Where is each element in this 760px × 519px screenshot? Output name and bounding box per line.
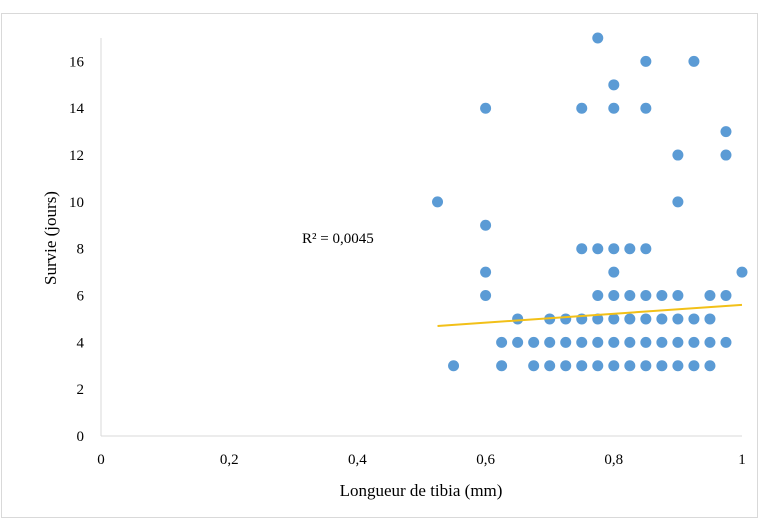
data-point	[544, 336, 556, 348]
data-point	[480, 266, 492, 278]
data-point	[576, 243, 588, 255]
x-axis-title: Longueur de tibia (mm)	[340, 481, 503, 500]
data-point	[672, 290, 684, 302]
data-point	[592, 360, 604, 372]
data-point	[704, 336, 716, 348]
data-points	[432, 32, 748, 372]
data-point	[592, 32, 604, 44]
data-point	[640, 290, 652, 302]
data-point	[656, 360, 668, 372]
data-point	[480, 102, 492, 114]
data-point	[688, 55, 700, 67]
data-point	[528, 336, 540, 348]
data-point	[624, 336, 636, 348]
y-tick-label: 12	[69, 148, 84, 164]
data-point	[672, 196, 684, 208]
data-point	[608, 102, 620, 114]
y-tick-label: 6	[77, 289, 85, 305]
data-point	[672, 149, 684, 161]
data-point	[576, 102, 588, 114]
data-point	[608, 266, 620, 278]
x-tick-label: 0,8	[604, 452, 623, 468]
data-point	[656, 336, 668, 348]
data-point	[496, 336, 508, 348]
data-point	[640, 102, 652, 114]
x-tick-label: 0,6	[476, 452, 495, 468]
data-point	[640, 360, 652, 372]
y-tick-label: 8	[77, 242, 85, 258]
data-point	[640, 336, 652, 348]
y-tick-label: 14	[69, 101, 85, 117]
y-axis-title: Survie (jours)	[41, 191, 60, 285]
data-point	[624, 243, 636, 255]
chart-area	[1, 13, 758, 518]
data-point	[704, 313, 716, 325]
data-point	[432, 196, 444, 208]
data-point	[720, 126, 732, 138]
y-tick-label: 0	[77, 429, 85, 445]
data-point	[480, 290, 492, 302]
data-point	[576, 336, 588, 348]
y-tick-label: 16	[69, 54, 85, 70]
data-point	[608, 243, 620, 255]
data-point	[656, 313, 668, 325]
data-point	[608, 290, 620, 302]
y-tick-label: 2	[77, 382, 85, 398]
data-point	[640, 313, 652, 325]
data-point	[592, 313, 604, 325]
x-tick-label: 1	[738, 452, 746, 468]
data-point	[592, 290, 604, 302]
data-point	[512, 336, 524, 348]
data-point	[640, 55, 652, 67]
data-point	[480, 219, 492, 231]
data-point	[672, 360, 684, 372]
data-point	[448, 360, 460, 372]
x-tick-labels: 0 0,2 0,4 0,6 0,8 1	[97, 452, 746, 468]
y-tick-label: 10	[69, 195, 84, 211]
data-point	[608, 79, 620, 91]
data-point	[576, 360, 588, 372]
data-point	[608, 360, 620, 372]
data-point	[736, 266, 748, 278]
data-point	[608, 336, 620, 348]
data-point	[544, 360, 556, 372]
data-point	[512, 313, 524, 325]
data-point	[688, 336, 700, 348]
data-point	[672, 313, 684, 325]
x-tick-label: 0	[97, 452, 105, 468]
data-point	[592, 243, 604, 255]
data-point	[560, 360, 572, 372]
y-tick-labels: 0 2 4 6 8 10 12 14 16	[69, 54, 85, 445]
data-point	[560, 313, 572, 325]
data-point	[704, 290, 716, 302]
data-point	[720, 149, 732, 161]
data-point	[720, 336, 732, 348]
x-tick-label: 0,4	[348, 452, 367, 468]
data-point	[624, 290, 636, 302]
data-point	[624, 360, 636, 372]
data-point	[640, 243, 652, 255]
data-point	[592, 336, 604, 348]
r-squared-label: R² = 0,0045	[302, 231, 374, 247]
data-point	[608, 313, 620, 325]
data-point	[672, 336, 684, 348]
x-tick-label: 0,2	[220, 452, 239, 468]
data-point	[720, 290, 732, 302]
data-point	[656, 290, 668, 302]
data-point	[528, 360, 540, 372]
data-point	[624, 313, 636, 325]
trendline	[437, 303, 743, 327]
data-point	[560, 336, 572, 348]
data-point	[496, 360, 508, 372]
data-point	[688, 360, 700, 372]
data-point	[704, 360, 716, 372]
data-point	[688, 313, 700, 325]
y-tick-label: 4	[77, 335, 85, 351]
